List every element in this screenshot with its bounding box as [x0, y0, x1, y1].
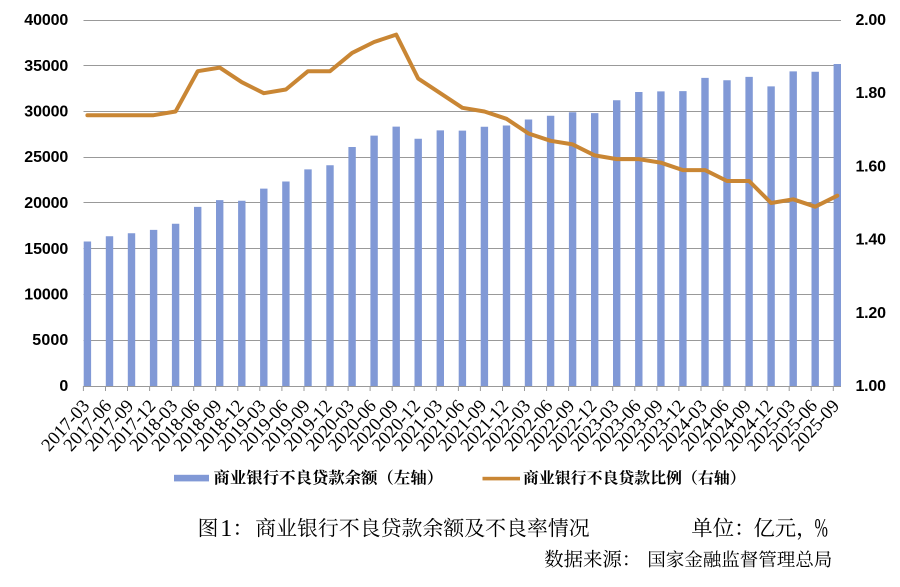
- svg-text:10000: 10000: [24, 287, 68, 304]
- svg-text:1.20: 1.20: [856, 305, 887, 322]
- svg-text:0: 0: [59, 378, 68, 395]
- svg-text:25000: 25000: [24, 149, 68, 166]
- svg-text:1.00: 1.00: [856, 378, 887, 395]
- svg-text:5000: 5000: [32, 332, 68, 349]
- svg-text:1.60: 1.60: [856, 158, 887, 175]
- svg-text:%: %: [815, 514, 828, 543]
- svg-text:1: 1: [220, 516, 232, 542]
- svg-text:15000: 15000: [24, 241, 68, 258]
- svg-text:20000: 20000: [24, 195, 68, 212]
- svg-text:1.80: 1.80: [856, 85, 887, 102]
- svg-text:35000: 35000: [24, 58, 68, 75]
- svg-text:30000: 30000: [24, 104, 68, 121]
- svg-text:40000: 40000: [24, 12, 68, 29]
- svg-text:2.00: 2.00: [856, 12, 887, 29]
- svg-text:1.40: 1.40: [856, 232, 887, 249]
